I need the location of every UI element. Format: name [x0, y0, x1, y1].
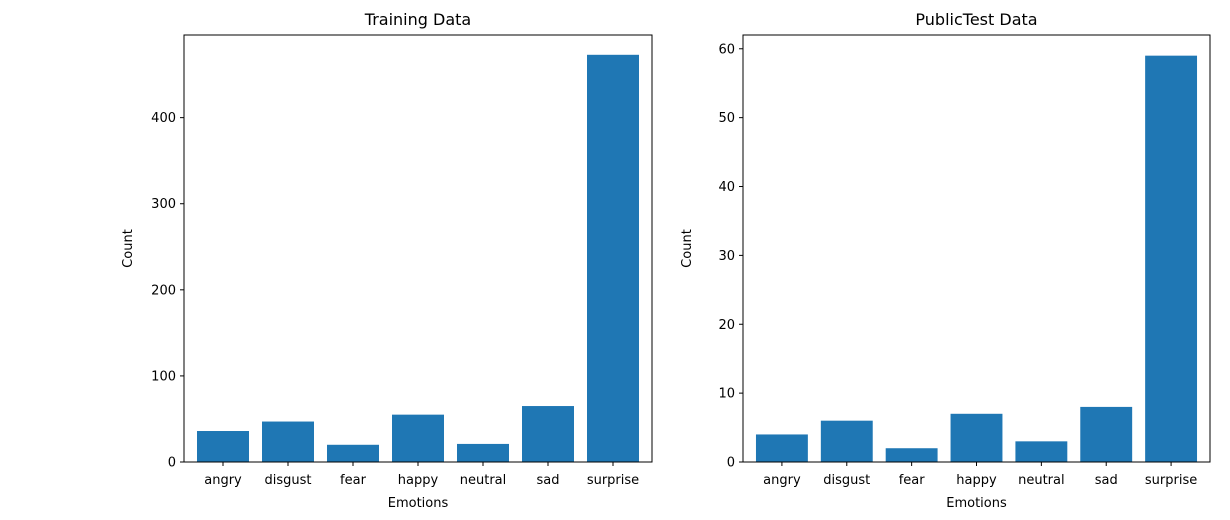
- bar-fear: [327, 444, 379, 462]
- bars: [197, 54, 639, 462]
- bar-disgust: [262, 421, 314, 462]
- training-chart: Training Data Emotions Count angry disgus…: [121, 10, 653, 511]
- chart-title: Training Data: [364, 10, 471, 29]
- y-tick-label: 30: [718, 249, 735, 264]
- x-tick-label: happy: [956, 473, 997, 488]
- y-ticks: 0 100 200 300 400: [151, 111, 184, 471]
- x-tick-label: sad: [537, 473, 560, 488]
- plot-frame: [183, 34, 653, 463]
- y-tick-label: 40: [718, 180, 735, 195]
- bar-happy: [392, 414, 444, 462]
- x-tick-label: angry: [204, 473, 242, 488]
- x-ticks: angry disgust fear happy neutral sad surprise: [204, 462, 639, 488]
- x-axis-label: Emotions: [946, 496, 1007, 511]
- plot-frame: [742, 34, 1211, 463]
- x-tick-label: surprise: [587, 473, 639, 488]
- x-tick-label: neutral: [460, 473, 507, 488]
- y-tick-label: 400: [151, 111, 176, 126]
- x-tick-label: surprise: [1145, 473, 1197, 488]
- bar-disgust: [820, 420, 873, 462]
- x-tick-label: disgust: [265, 473, 312, 488]
- x-ticks: angry disgust fear happy neutral sad surprise: [763, 462, 1197, 488]
- bar-fear: [885, 448, 938, 462]
- y-tick-label: 0: [168, 456, 176, 471]
- x-tick-label: sad: [1095, 473, 1118, 488]
- y-ticks: 0 10 20 30 40 50 60: [718, 42, 743, 471]
- y-tick-label: 10: [718, 387, 735, 402]
- bar-neutral: [457, 443, 509, 462]
- x-tick-label: neutral: [1018, 473, 1065, 488]
- y-axis-label: Count: [680, 229, 695, 268]
- y-axis-label: Count: [121, 229, 136, 268]
- bar-sad: [522, 406, 574, 462]
- y-tick-label: 0: [727, 456, 735, 471]
- bar-happy: [950, 413, 1003, 462]
- bar-surprise: [587, 54, 639, 462]
- y-tick-label: 200: [151, 283, 176, 298]
- x-axis-label: Emotions: [388, 496, 449, 511]
- x-tick-label: fear: [340, 473, 367, 488]
- x-tick-label: fear: [899, 473, 926, 488]
- y-tick-label: 100: [151, 369, 176, 384]
- y-tick-label: 50: [718, 111, 735, 126]
- x-tick-label: happy: [398, 473, 439, 488]
- publictest-chart: PublicTest Data Emotions Count angry disg…: [680, 10, 1211, 511]
- bar-angry: [755, 434, 808, 462]
- y-tick-label: 20: [718, 318, 735, 333]
- x-tick-label: disgust: [823, 473, 870, 488]
- chart-title: PublicTest Data: [915, 10, 1037, 29]
- bar-angry: [197, 431, 249, 462]
- y-tick-label: 300: [151, 197, 176, 212]
- bar-neutral: [1015, 441, 1068, 462]
- y-tick-label: 60: [718, 42, 735, 57]
- x-tick-label: angry: [763, 473, 801, 488]
- bar-surprise: [1145, 55, 1198, 463]
- bars: [755, 55, 1198, 463]
- bar-sad: [1080, 406, 1133, 462]
